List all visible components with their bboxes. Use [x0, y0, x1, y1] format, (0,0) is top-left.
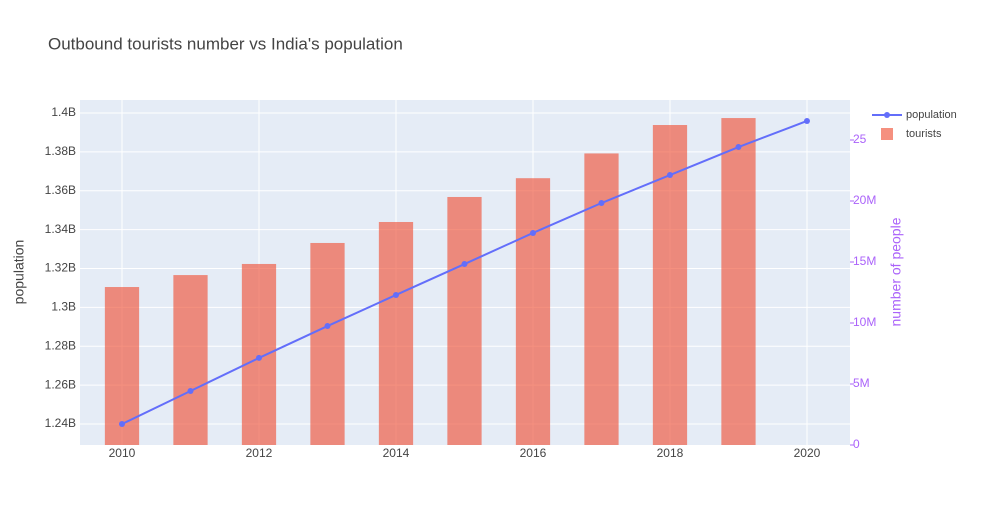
y-axis-title: population [11, 240, 27, 305]
point [118, 421, 125, 428]
y-tick-label: 1.34B [45, 222, 76, 236]
point [529, 229, 536, 236]
y-tick-label: 1.28B [45, 338, 76, 352]
y-tick-label: 1.24B [45, 416, 76, 430]
y-tick-label: 1.4B [51, 105, 76, 119]
point [461, 261, 468, 268]
y2-tick-label: 25 [853, 132, 867, 146]
x-tick-label: 2012 [246, 446, 273, 460]
y2-axis-title: number of people [888, 217, 904, 326]
y2-tick-label: 15M [853, 254, 876, 268]
x-tick-label: 2010 [109, 446, 136, 460]
y2-tick-label: 5M [853, 376, 870, 390]
legend-label: population [906, 109, 957, 121]
bar [310, 242, 345, 445]
legend-label: tourists [906, 128, 942, 140]
bar [515, 178, 551, 446]
x-tick-label: 2014 [383, 446, 410, 460]
bar [378, 221, 414, 445]
chart-title: Outbound tourists number vs India's popu… [48, 34, 403, 53]
y2-tick-label: 0 [853, 437, 860, 451]
x-tick-label: 2020 [794, 446, 821, 460]
x-tick-label: 2016 [520, 446, 547, 460]
legend-swatch [881, 128, 893, 140]
point [392, 291, 399, 298]
bar [652, 125, 688, 445]
point [803, 117, 810, 124]
point [324, 323, 331, 330]
bar [173, 275, 208, 445]
bar [447, 196, 482, 445]
point [187, 387, 194, 394]
y2-tick-label: 10M [853, 315, 876, 329]
y-tick-label: 1.3B [51, 300, 76, 314]
y-tick-label: 1.36B [45, 183, 76, 197]
point [735, 144, 742, 151]
point [666, 172, 673, 179]
y2-tick-label: 20M [853, 193, 876, 207]
bar [241, 263, 277, 445]
y-tick-label: 1.26B [45, 377, 76, 391]
point [598, 200, 605, 207]
legend-marker [884, 112, 890, 118]
bar [721, 118, 756, 445]
point [255, 354, 262, 361]
x-tick-label: 2018 [657, 446, 684, 460]
y-tick-label: 1.38B [45, 144, 76, 158]
y-tick-label: 1.32B [45, 261, 76, 275]
